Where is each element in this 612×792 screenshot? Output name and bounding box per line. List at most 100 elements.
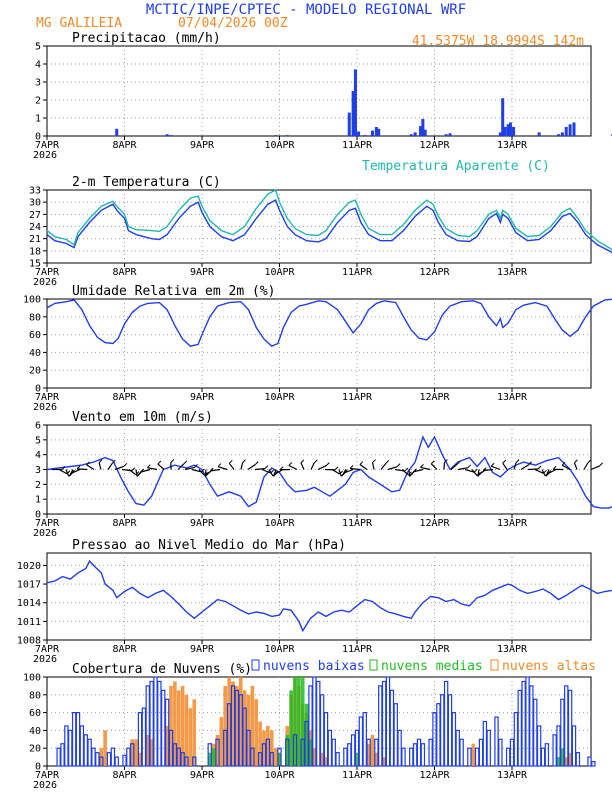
legend-swatch-baixas [251,659,260,671]
rh-ytick-label: 0 [35,384,41,395]
slp-xtick-label: 8APR [112,644,137,655]
precip-bar [363,135,367,136]
rh-ytick-label: 40 [29,348,41,359]
cloud-bar-nuvens-medias [207,752,212,766]
precip-ytick-label: 2 [35,96,41,107]
cloud-bar-nuvens-medias [556,757,561,766]
cloud-bar-nuvens-baixas [459,738,464,767]
precip-bar [274,135,278,136]
clouds-xtick-label: 10APR [264,770,295,781]
wind-barb-tip [343,469,348,474]
legend-temperatura-aparente: Temperatura Aparente (C) [362,159,550,174]
cloud-bar-nuvens-altas [324,757,328,766]
cloud-bar-nuvens-baixas [316,680,321,767]
cloud-bar-nuvens-baixas [432,711,437,767]
precip-ytick-label: 1 [35,114,41,125]
wind-line-Vento [46,435,612,509]
clouds-ytick-label: 60 [29,708,41,719]
cloud-bar-nuvens-baixas [505,747,511,767]
precip-ytick-label: 0 [35,132,41,143]
slp-ytick-label: 1008 [17,636,41,647]
cloud-bar-nuvens-baixas [64,725,69,767]
cloud-bar-nuvens-baixas [389,689,395,767]
wind-barb-tip [574,459,578,464]
cloud-bar-nuvens-altas [258,721,262,766]
wind-barb [331,468,340,475]
cloud-bar-nuvens-medias [308,739,313,766]
cloud-bar-nuvens-baixas [343,747,348,767]
wind-barb [534,468,544,474]
cloud-bar-nuvens-altas [273,748,278,766]
precip-bar [374,127,378,136]
wind-barb [254,468,265,471]
wind-barb-tip [157,460,162,465]
cloud-bar-nuvens-baixas [428,738,433,767]
cloud-bar-nuvens-baixas [587,756,592,767]
precip-bar [498,132,502,136]
cloud-bar-nuvens-altas [254,699,259,766]
slp-xtick-label: 11APR [342,644,373,655]
slp-xtick-label: 9APR [190,644,215,655]
cloud-bar-nuvens-altas [215,734,220,766]
wind-barb-tip [502,459,507,464]
cloud-bar-nuvens-altas [471,743,476,766]
slp-xtick-label: 13APR [497,644,528,655]
wind-barb-tip [123,462,128,467]
wind-barb-tip [61,466,66,470]
cloud-bar-nuvens-baixas [393,703,398,767]
wind-barb [450,463,458,470]
cloud-bar-nuvens-altas [568,752,572,766]
cloud-bar-nuvens-altas [320,752,324,766]
clouds-panel [43,676,596,770]
cloud-bar-nuvens-medias [297,677,301,766]
wind-barb-tip [430,460,435,465]
precip-bar [285,135,289,136]
clouds-xtick-label: 9APR [190,770,215,781]
cloud-bar-nuvens-baixas [350,734,356,767]
slp-ytick-label: 1011 [17,617,41,628]
cloud-bar-nuvens-baixas [79,725,85,767]
wind-barb [268,469,274,477]
wind-xtick-label: 12APR [419,518,450,529]
legend-nuvens-altas: nuvens altas [502,659,596,674]
wind-barb-tip [183,460,188,465]
cloud-bar-nuvens-baixas [494,716,499,767]
precip-bar [423,129,427,136]
wind-barb-tip [201,468,205,473]
cloud-bar-nuvens-baixas [358,716,364,767]
wind-barb [477,469,480,477]
cloud-bar-nuvens-baixas [440,694,445,767]
cloud-bar-nuvens-baixas [285,738,290,767]
wind-barb [147,467,158,471]
precip-bar [501,98,505,136]
wind-ytick-label: 6 [35,421,41,432]
cloud-bar-nuvens-altas [238,677,243,766]
wind-barb [541,469,546,477]
cloud-bar-nuvens-altas [134,739,138,766]
wind-barb-tip [325,462,330,466]
cloud-bar-nuvens-altas [188,708,193,766]
temp-ytick-label: 21 [29,234,41,245]
rh-xtick-label: 13APR [497,392,528,403]
rh-xtick-label: 7APR [35,392,60,403]
wind-xtick-label: 9APR [190,518,215,529]
cloud-bar-nuvens-baixas [420,743,426,767]
wind-barb-tip [228,459,233,464]
cloud-bar-nuvens-baixas [292,734,298,767]
wind-barb-tip [490,462,495,467]
temp-xtick-label: 8APR [112,267,137,278]
wind-barb [273,469,277,477]
wind-barb-tip [547,470,552,474]
cloud-bar-nuvens-altas [231,681,235,766]
wind-barb [590,465,600,471]
wind-barb-tip [443,459,448,463]
wind-xtick-label: 10APR [264,518,295,529]
precip-xtick-label: 10APR [264,140,295,151]
cloud-bar-nuvens-baixas [304,720,309,767]
slp-xtick-label: 7APR [35,644,60,655]
cloud-bar-nuvens-medias [560,748,565,766]
cloud-bar-nuvens-baixas [544,743,550,767]
wind-barb-tip [372,459,376,463]
cloud-bar-nuvens-baixas [409,747,414,767]
